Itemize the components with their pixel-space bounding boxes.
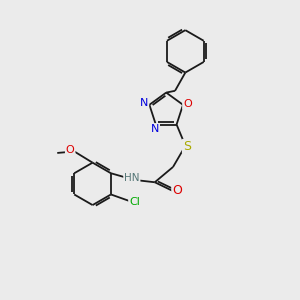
Text: N: N bbox=[140, 98, 148, 108]
Text: O: O bbox=[183, 99, 192, 109]
Text: O: O bbox=[66, 145, 75, 155]
Text: S: S bbox=[183, 140, 191, 153]
Text: N: N bbox=[151, 124, 159, 134]
Text: Cl: Cl bbox=[129, 196, 140, 206]
Text: HN: HN bbox=[124, 173, 140, 183]
Text: O: O bbox=[172, 184, 182, 197]
